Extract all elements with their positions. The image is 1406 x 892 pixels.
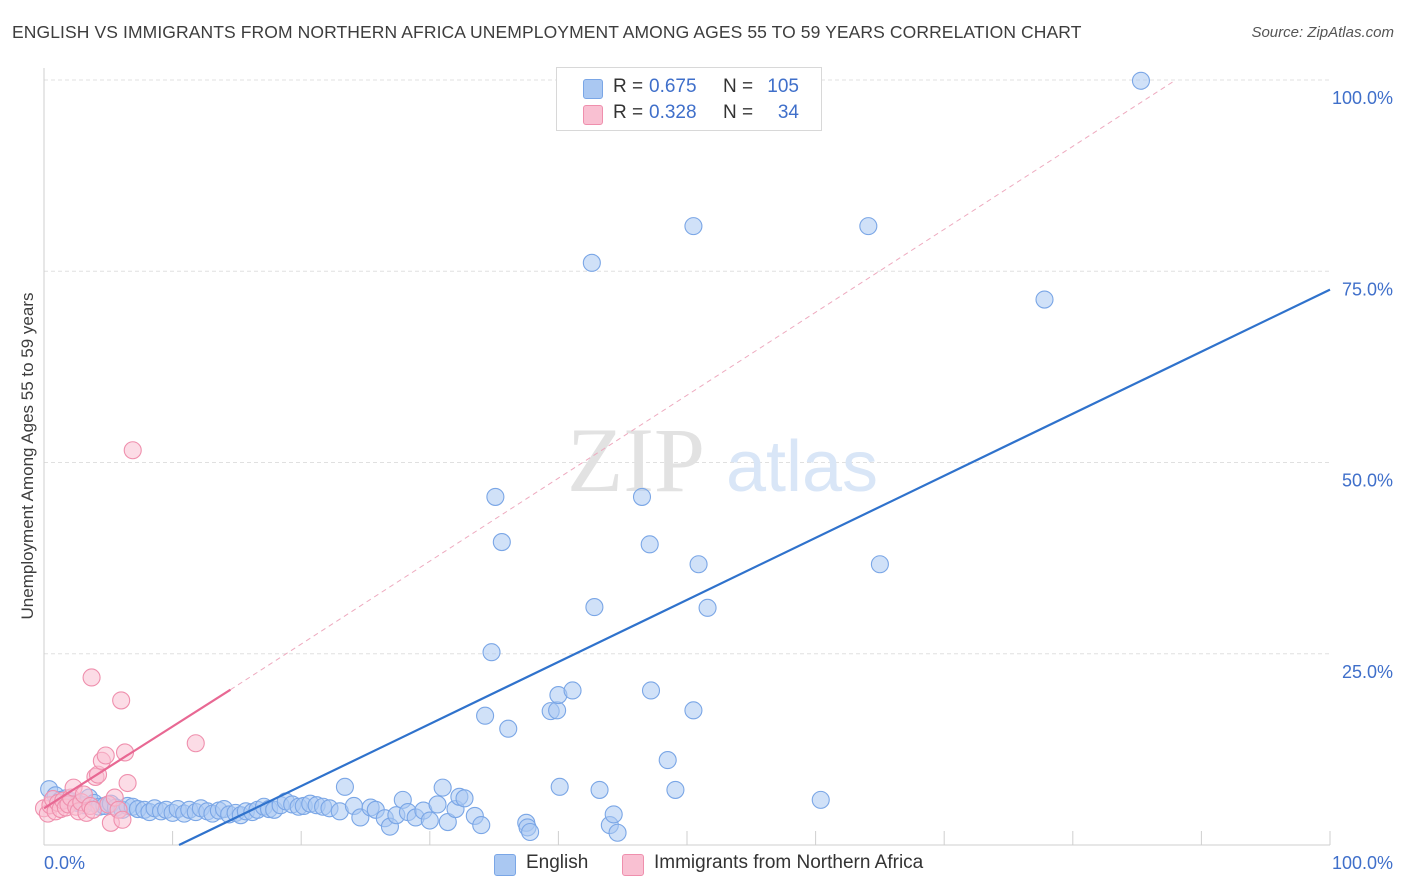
x-tick-label: 100.0% bbox=[1332, 853, 1393, 873]
y-axis-label: Unemployment Among Ages 55 to 59 years bbox=[18, 292, 37, 620]
data-point bbox=[335, 777, 354, 796]
data-point bbox=[640, 535, 659, 554]
legend-n-value: 105 bbox=[767, 76, 799, 97]
data-point bbox=[604, 805, 623, 824]
y-tick-label: 50.0% bbox=[1342, 471, 1393, 491]
data-point bbox=[113, 810, 132, 829]
data-point bbox=[118, 773, 137, 793]
watermark-atlas: atlas bbox=[726, 427, 878, 507]
trend-lines bbox=[43, 288, 1331, 846]
data-point bbox=[632, 487, 652, 506]
reference-line bbox=[230, 79, 1176, 691]
data-point bbox=[658, 751, 677, 770]
data-point bbox=[684, 701, 703, 720]
legend-n-label: N = bbox=[723, 102, 754, 123]
legend-n-value: 34 bbox=[777, 102, 799, 123]
data-point bbox=[123, 441, 142, 460]
data-point bbox=[472, 816, 491, 835]
data-point bbox=[112, 691, 131, 710]
legend-swatch-immigrants bbox=[583, 105, 603, 125]
series-immigrants-points bbox=[34, 441, 205, 832]
reference-diagonal bbox=[230, 79, 1176, 691]
data-point bbox=[870, 555, 889, 574]
data-point bbox=[563, 681, 582, 700]
data-point bbox=[582, 253, 601, 272]
data-point bbox=[521, 822, 540, 842]
data-point bbox=[698, 598, 717, 617]
data-point bbox=[96, 746, 115, 765]
axes bbox=[43, 68, 1330, 846]
data-point bbox=[666, 780, 685, 799]
data-point bbox=[550, 777, 569, 796]
data-point bbox=[1035, 290, 1054, 309]
y-tick-label: 100.0% bbox=[1332, 88, 1393, 108]
legend-swatch-english bbox=[583, 79, 603, 99]
tick-labels: 25.0% 50.0% 75.0% 100.0% 0.0% 100.0% bbox=[44, 88, 1393, 873]
correlation-legend: R = 0.675 N = 105 R = 0.328 N = 34 bbox=[556, 67, 822, 131]
data-point bbox=[499, 719, 518, 738]
data-point bbox=[811, 790, 830, 809]
data-point bbox=[455, 789, 474, 808]
data-point bbox=[590, 780, 609, 799]
trend-line-immigrants bbox=[43, 688, 232, 810]
data-point bbox=[608, 823, 627, 842]
data-point bbox=[486, 487, 505, 506]
series-legend-swatch-immigrants bbox=[622, 854, 644, 876]
x-tick-label: 0.0% bbox=[44, 853, 85, 873]
watermark: ZIP atlas bbox=[567, 409, 878, 511]
y-tick-label: 75.0% bbox=[1342, 279, 1393, 299]
chart-title: ENGLISH VS IMMIGRANTS FROM NORTHERN AFRI… bbox=[12, 22, 1082, 42]
legend-r-label: R = bbox=[613, 76, 644, 97]
data-point bbox=[1131, 71, 1151, 90]
trend-line-english bbox=[178, 288, 1331, 846]
data-point bbox=[859, 217, 878, 236]
data-point bbox=[684, 217, 703, 236]
data-point bbox=[82, 668, 101, 687]
data-point bbox=[476, 706, 495, 725]
legend-r-value: 0.328 bbox=[649, 102, 697, 123]
legend-r-value: 0.675 bbox=[649, 76, 697, 97]
data-point bbox=[641, 681, 661, 700]
data-point bbox=[428, 795, 447, 814]
series-legend-label-immigrants: Immigrants from Northern Africa bbox=[654, 852, 924, 873]
y-tick-label: 25.0% bbox=[1342, 662, 1393, 682]
data-point bbox=[492, 533, 511, 552]
legend-n-label: N = bbox=[723, 76, 754, 97]
data-point bbox=[433, 778, 452, 797]
data-point bbox=[585, 598, 604, 617]
legend-r-label: R = bbox=[613, 102, 644, 123]
data-point bbox=[689, 555, 708, 574]
grid-lines bbox=[44, 79, 1331, 845]
source-credit: Source: ZipAtlas.com bbox=[1251, 24, 1394, 41]
series-legend-swatch-english bbox=[494, 854, 516, 876]
data-point bbox=[548, 701, 567, 720]
series-legend-label-english: English bbox=[526, 852, 589, 873]
data-point bbox=[186, 734, 205, 753]
data-point bbox=[420, 811, 439, 830]
data-point bbox=[83, 800, 102, 819]
data-point bbox=[482, 643, 501, 662]
